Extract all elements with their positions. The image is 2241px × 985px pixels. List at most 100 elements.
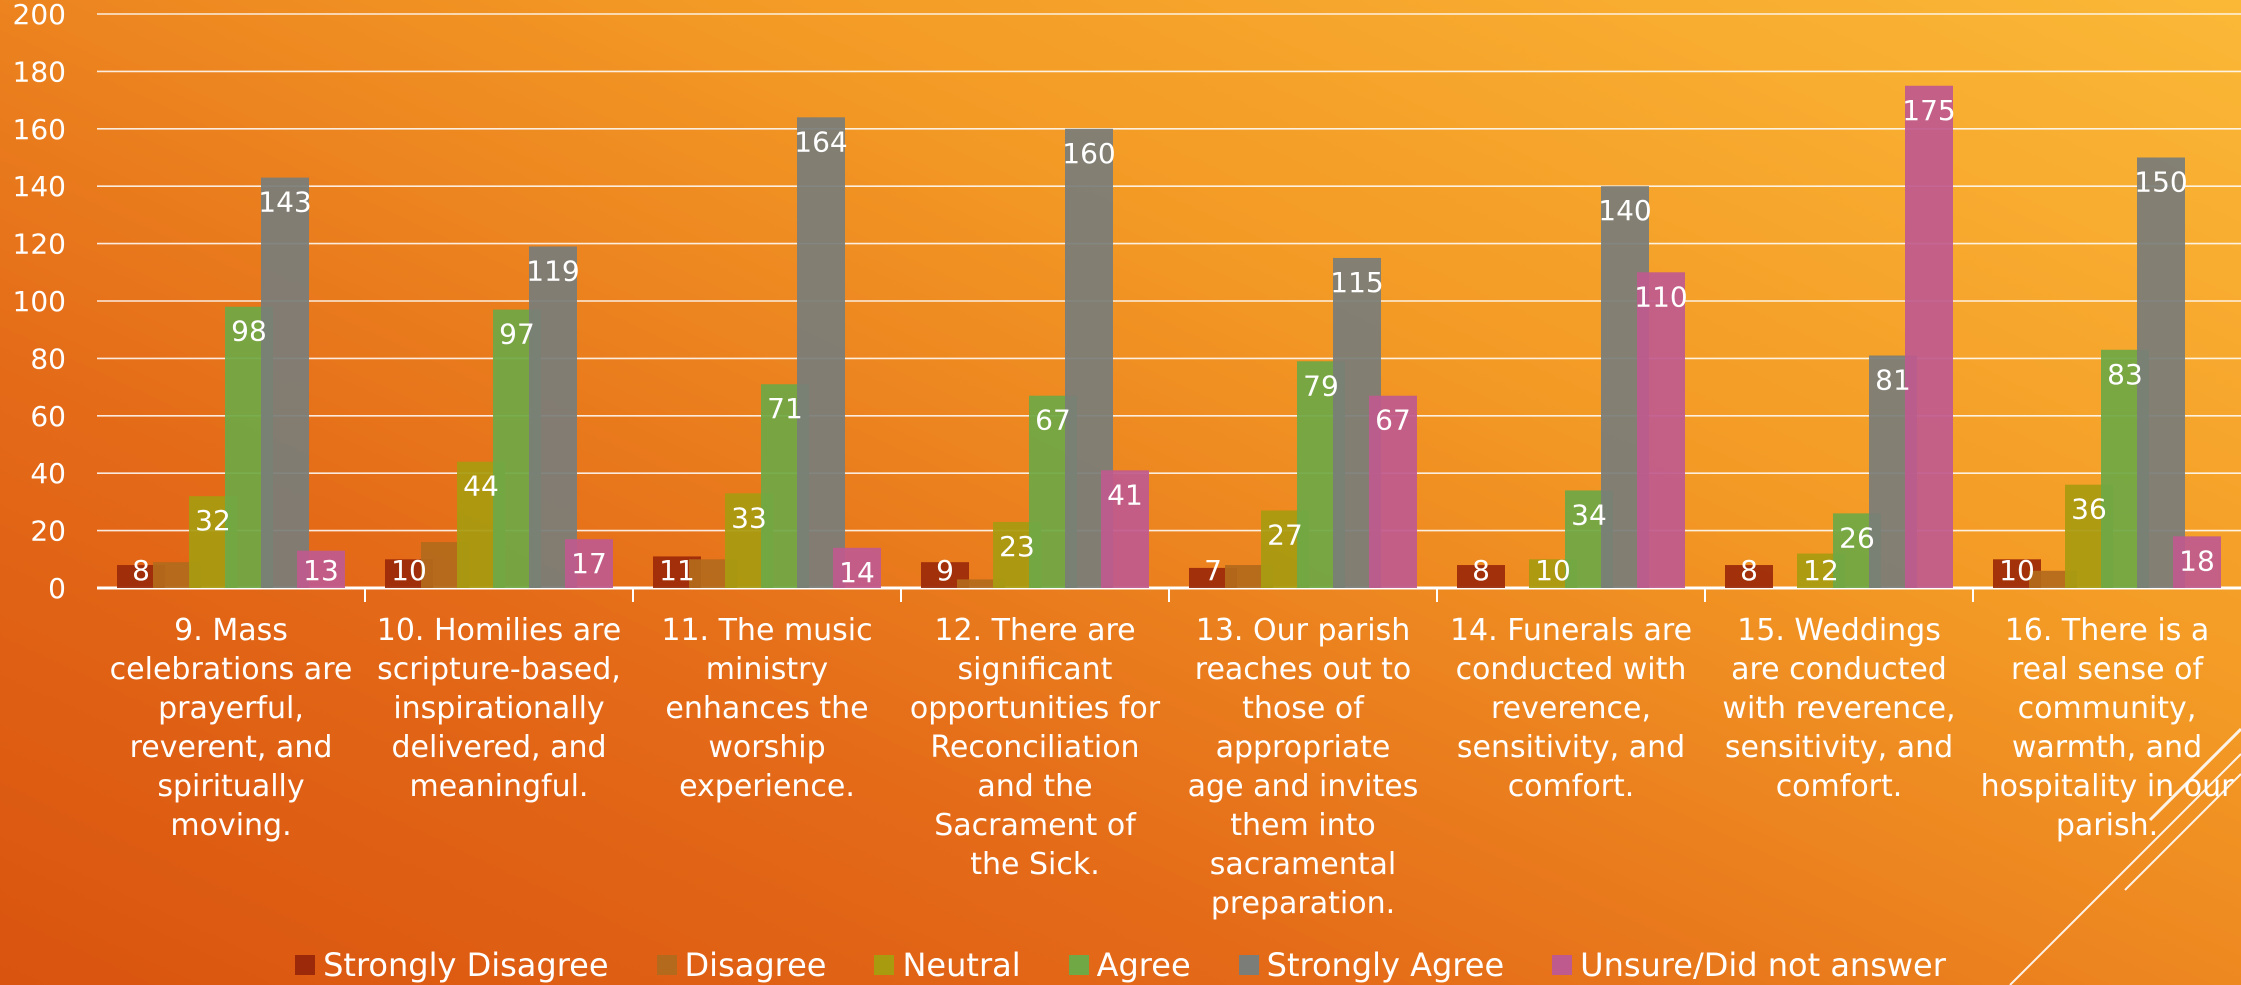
x-tick-label-line: 11. The music	[661, 613, 872, 648]
data-label: 34	[1571, 498, 1607, 531]
x-tick-label: 16. There is a real sense of community, war…	[1981, 613, 2234, 843]
x-tick-label-line: delivered, and	[391, 730, 606, 765]
bar	[797, 117, 845, 588]
x-tick-label-line: warmth, and	[2012, 730, 2202, 765]
bar	[297, 550, 345, 588]
y-axis: 0 20 40 60 80 100 120 140 160 180 200	[13, 0, 66, 605]
x-tick-label: 13. Our parish reaches out to those of appr…	[1188, 613, 1419, 921]
x-tick-label-line: them into	[1230, 808, 1375, 843]
legend-label: Strongly Agree	[1266, 946, 1505, 984]
data-label: 12	[1803, 554, 1839, 587]
x-tick-label: 14. Funerals are conducted with reverence,…	[1450, 613, 1692, 804]
data-label: 44	[463, 470, 499, 503]
data-label: 41	[1107, 478, 1143, 511]
data-label: 143	[258, 186, 311, 219]
bar	[1725, 565, 1773, 588]
x-tick-label: 9. Mass celebrations are prayerful, reveren…	[110, 613, 353, 843]
x-tick-label-line: spiritually	[157, 769, 304, 804]
data-label: 11	[659, 554, 695, 587]
x-tick-label-line: celebrations are	[110, 652, 353, 687]
x-tick-label: 10. Homilies are scripture-based, inspirat…	[377, 613, 622, 804]
x-tick-label-line: 12. There are	[934, 613, 1135, 648]
x-tick-label-line: community,	[2018, 691, 2197, 726]
data-label: 97	[499, 318, 535, 351]
bar	[957, 579, 1005, 588]
legend-item: Strongly Agree	[1238, 945, 1505, 985]
legend-label: Agree	[1096, 946, 1191, 984]
bar	[261, 177, 309, 588]
bar	[2173, 536, 2221, 588]
data-label: 140	[1598, 194, 1651, 227]
legend-swatch	[874, 955, 895, 975]
data-label: 10	[1535, 554, 1571, 587]
x-tick-label: 11. The music ministry enhances the worship…	[661, 613, 872, 804]
x-tick-label-line: moving.	[170, 808, 291, 843]
x-tick-label-line: experience.	[679, 769, 855, 804]
bar	[1369, 395, 1417, 588]
y-tick-label: 160	[13, 113, 66, 146]
legend-item: Disagree	[656, 945, 827, 985]
bar	[833, 547, 881, 588]
y-tick-label: 40	[30, 457, 66, 490]
legend-swatch	[656, 955, 677, 975]
data-label: 67	[1035, 404, 1071, 437]
y-tick-label: 200	[13, 0, 66, 31]
x-tick-label-line: are conducted	[1731, 652, 1947, 687]
x-tick-label-line: 14. Funerals are	[1450, 613, 1692, 648]
x-tick-label-line: real sense of	[2011, 652, 2204, 687]
data-label: 23	[999, 530, 1035, 563]
x-tick-label-line: comfort.	[1508, 769, 1635, 804]
x-tick-label: 15. Weddings are conducted with reverence,…	[1722, 613, 1955, 804]
x-tick-label-line: appropriate	[1216, 730, 1391, 765]
x-tick-label-line: reaches out to	[1195, 652, 1411, 687]
data-label: 119	[526, 254, 579, 287]
x-tick-label-line: sensitivity, and	[1457, 730, 1685, 765]
legend-swatch	[295, 955, 316, 975]
data-label: 36	[2071, 493, 2107, 526]
data-label: 83	[2107, 358, 2143, 391]
x-tick-label-line: 16. There is a	[2005, 613, 2210, 648]
data-label: 9	[936, 554, 954, 587]
data-label: 79	[1303, 369, 1339, 402]
x-tick-label-line: opportunities for	[910, 691, 1161, 726]
data-label: 14	[839, 556, 875, 589]
data-label: 115	[1330, 266, 1383, 299]
x-tick-label-line: with reverence,	[1722, 691, 1955, 726]
x-tick-label-line: 10. Homilies are	[377, 613, 622, 648]
y-tick-label: 140	[13, 170, 66, 203]
data-label: 81	[1875, 364, 1911, 397]
data-label: 7	[1204, 554, 1222, 587]
x-tick-label-line: 9. Mass	[174, 613, 288, 648]
x-tick-label-line: ministry	[706, 652, 828, 687]
legend-swatch	[1068, 955, 1089, 975]
bar	[529, 246, 577, 588]
data-label: 8	[132, 554, 150, 587]
y-tick-label: 180	[13, 55, 66, 88]
data-label: 160	[1062, 137, 1115, 170]
y-tick-label: 20	[30, 515, 66, 548]
legend-label: Disagree	[684, 946, 827, 984]
data-label: 10	[391, 554, 427, 587]
x-tick-label-line: comfort.	[1776, 769, 1903, 804]
data-label: 27	[1267, 519, 1303, 552]
bar	[2137, 157, 2185, 588]
bar	[1905, 85, 1953, 588]
legend-label: Unsure/Did not answer	[1580, 946, 1946, 984]
data-label: 26	[1839, 521, 1875, 554]
x-tick-label-line: 15. Weddings	[1737, 613, 1941, 648]
legend-item: Unsure/Did not answer	[1552, 945, 1946, 985]
y-tick-label: 100	[13, 285, 66, 318]
x-tick-label-line: prayerful,	[158, 691, 304, 726]
legend-item: Agree	[1068, 945, 1191, 985]
legend-label: Neutral	[902, 946, 1021, 984]
x-tick-label-line: preparation.	[1211, 886, 1395, 921]
x-tick-label-line: reverence,	[1491, 691, 1651, 726]
x-tick-label-line: and the	[977, 769, 1092, 804]
legend-item: Neutral	[874, 945, 1021, 985]
data-label: 8	[1740, 554, 1758, 587]
data-label: 18	[2179, 544, 2215, 577]
bar	[1101, 470, 1149, 588]
x-tick-label-line: scripture-based,	[377, 652, 621, 687]
data-label: 150	[2134, 166, 2187, 199]
